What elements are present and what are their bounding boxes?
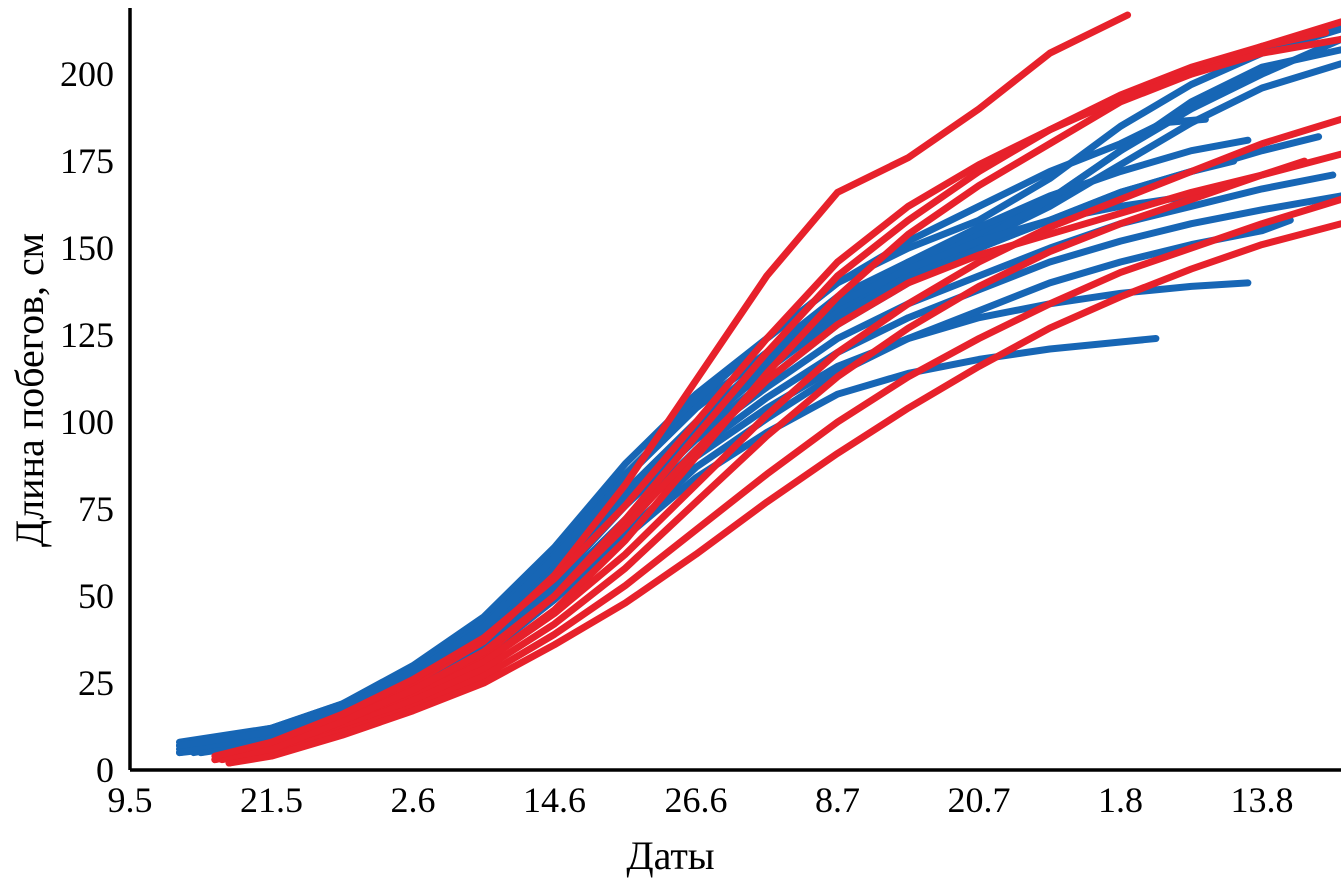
growth-line-blue	[176, 335, 1160, 757]
growth-line-blue	[176, 133, 1323, 746]
x-tick-label: 2.6	[391, 780, 436, 820]
x-tick-label: 13.8	[1231, 780, 1294, 820]
x-tick-label: 26.6	[665, 780, 728, 820]
y-tick-label: 0	[96, 750, 114, 790]
x-axis-title: Даты	[626, 833, 715, 878]
growth-line-blue	[183, 35, 1341, 753]
y-tick-label: 25	[78, 663, 114, 703]
x-tick-label: 9.5	[108, 780, 153, 820]
y-tick-label: 125	[60, 315, 114, 355]
y-tick-label: 75	[78, 489, 114, 529]
x-tick-label: 21.5	[240, 780, 303, 820]
y-tick-label: 50	[78, 576, 114, 616]
growth-line-red	[211, 35, 1341, 760]
x-tick-label: 1.8	[1098, 780, 1143, 820]
y-tick-label: 150	[60, 228, 114, 268]
growth-line-red	[211, 157, 1308, 764]
x-tick-label: 20.7	[948, 780, 1011, 820]
growth-line-blue	[197, 216, 1294, 757]
y-tick-label: 200	[60, 54, 114, 94]
growth-line-blue	[176, 192, 1195, 750]
y-tick-label: 175	[60, 141, 114, 181]
x-tick-label: 14.6	[523, 780, 586, 820]
growth-line-red	[211, 115, 1341, 764]
growth-line-red	[211, 11, 1132, 764]
y-tick-label: 100	[60, 402, 114, 442]
growth-line-red	[225, 220, 1341, 767]
growth-line-red	[218, 150, 1341, 764]
y-axis-title: Длина побегов, см	[7, 232, 52, 548]
x-tick-label: 8.7	[815, 780, 860, 820]
